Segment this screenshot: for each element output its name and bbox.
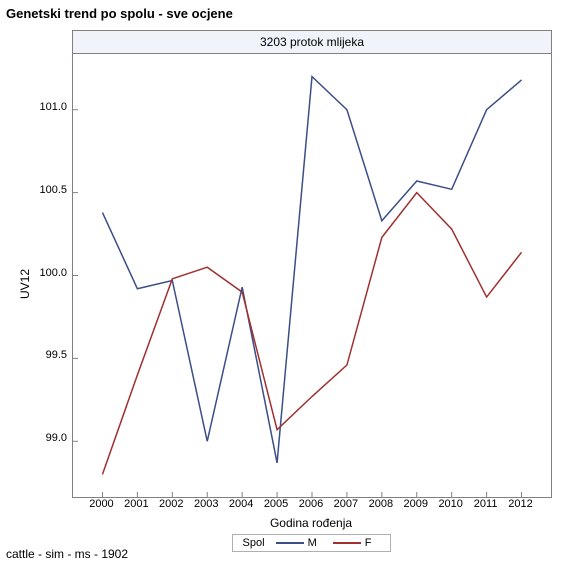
line-chart (73, 54, 551, 497)
x-tick: 2002 (154, 498, 188, 510)
x-tick: 2005 (259, 498, 293, 510)
x-tick: 2007 (329, 498, 363, 510)
series-F (102, 193, 521, 475)
legend-item-F: F (333, 537, 372, 549)
chart-area: 3203 protok mlijeka (72, 30, 552, 498)
legend-label: Spol (243, 537, 265, 549)
x-tick: 2003 (189, 498, 223, 510)
legend-item-label: M (308, 537, 317, 549)
x-tick: 2010 (434, 498, 468, 510)
series-M (102, 77, 521, 463)
legend-line-icon (276, 542, 304, 544)
y-tick: 99.5 (27, 349, 67, 361)
x-tick: 2000 (84, 498, 118, 510)
chart-subtitle: 3203 protok mlijeka (73, 31, 551, 54)
y-tick: 100.5 (27, 184, 67, 196)
x-tick: 2004 (224, 498, 258, 510)
y-tick: 101.0 (27, 101, 67, 113)
page-title: Genetski trend po spolu - sve ocjene (6, 6, 233, 21)
x-tick: 2011 (469, 498, 503, 510)
x-tick: 2008 (364, 498, 398, 510)
x-axis-label: Godina rođenja (72, 516, 550, 530)
legend-item-M: M (276, 537, 317, 549)
y-tick: 99.0 (27, 432, 67, 444)
legend-item-label: F (365, 537, 372, 549)
x-tick: 2001 (119, 498, 153, 510)
y-tick: 100.0 (27, 267, 67, 279)
x-tick: 2009 (399, 498, 433, 510)
legend-line-icon (333, 542, 361, 544)
x-tick: 2006 (294, 498, 328, 510)
x-tick: 2012 (504, 498, 538, 510)
legend: Spol M F (72, 534, 550, 552)
